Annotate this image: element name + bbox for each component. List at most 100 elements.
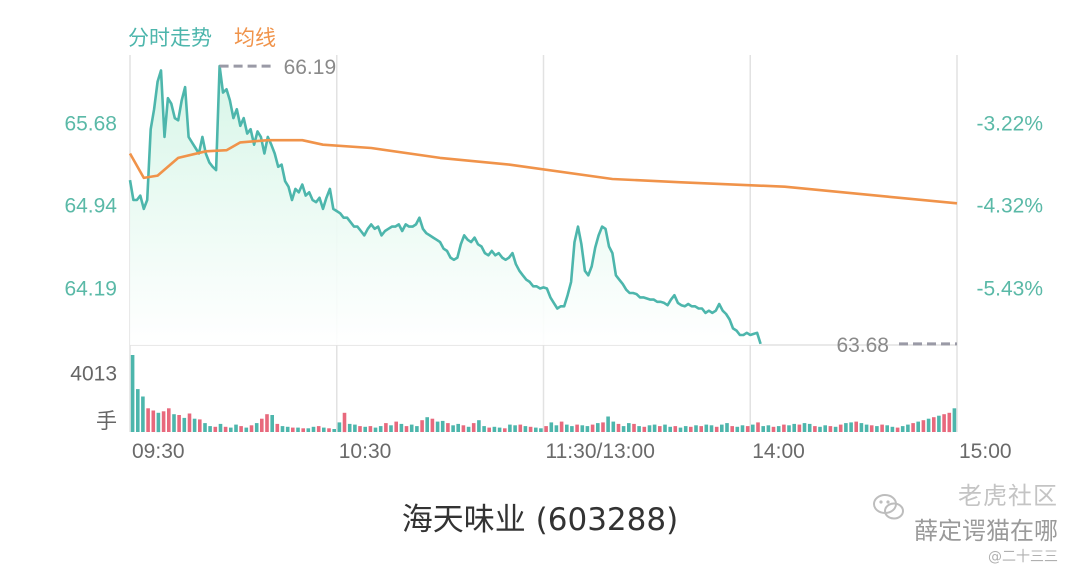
volume-bar (766, 425, 771, 432)
volume-bar (890, 426, 895, 432)
volume-bar (828, 426, 833, 432)
volume-bar (311, 426, 316, 432)
volume-bar (782, 424, 786, 432)
volume-bar (156, 412, 161, 433)
volume-bar (875, 426, 879, 432)
volume-bar (906, 424, 910, 432)
volume-bar (141, 396, 145, 432)
volume-bar (492, 426, 497, 432)
volume-bar (559, 421, 564, 432)
volume-bar (208, 426, 212, 432)
volume-bar (911, 423, 915, 432)
volume-bar (864, 424, 869, 432)
max-price-label: 66.19 (284, 56, 337, 79)
volume-bar (254, 423, 259, 432)
volume-bar (947, 412, 952, 433)
volume-bar (823, 425, 827, 432)
volume-bar (720, 424, 724, 432)
volume-bar (596, 423, 600, 432)
volume-bar (745, 426, 750, 432)
volume-bar (503, 428, 507, 432)
volume-bar (337, 422, 342, 432)
volume-bar (895, 427, 900, 432)
volume-bar (921, 420, 926, 432)
volume-bar (585, 426, 590, 432)
volume-bar (513, 425, 517, 432)
volume-bar (647, 425, 652, 432)
volume-bar (146, 408, 150, 432)
volume-bar (409, 424, 414, 432)
volume-bar (430, 418, 435, 432)
volume-bar (668, 426, 672, 432)
volume-bar (689, 426, 693, 432)
volume-bar (471, 423, 476, 432)
volume-bar (575, 424, 579, 432)
volume-bar (714, 426, 719, 432)
volume-bar (735, 426, 740, 432)
volume-bar (218, 423, 223, 432)
y-tick-left-2: 64.19 (64, 277, 117, 300)
volume-bar (776, 426, 781, 432)
volume-bar (637, 426, 641, 432)
volume-bars (130, 355, 957, 433)
volume-bar (844, 423, 848, 432)
volume-bar (332, 429, 336, 432)
price-area (130, 66, 761, 345)
volume-bar (880, 424, 884, 432)
volume-bar (373, 427, 378, 432)
volume-bar (342, 412, 347, 433)
volume-bar (534, 427, 538, 432)
volume-bar (177, 415, 181, 432)
volume-bar (528, 426, 533, 432)
volume-bar (213, 426, 218, 432)
wechat-icon (873, 494, 904, 520)
volume-bar (466, 426, 471, 432)
volume-bar (399, 423, 404, 432)
volume-bar (694, 425, 698, 432)
x-tick-0: 09:30 (132, 440, 185, 463)
chart-legend: 分时走势 均线 (128, 22, 276, 52)
volume-bar (192, 418, 197, 432)
volume-bar (937, 415, 941, 432)
volume-bar (172, 414, 176, 432)
y-tick-left-1: 64.94 (64, 194, 117, 217)
volume-bar (249, 425, 254, 432)
y-tick-right-1: -4.32% (976, 194, 1043, 217)
volume-bar (833, 426, 838, 432)
volume-bar (818, 426, 822, 432)
watermark: 老虎社区 薛定谔猫在哪 @二十三三 (873, 476, 1058, 566)
volume-bar (482, 426, 486, 432)
volume-bar (244, 427, 249, 432)
x-tick-4: 15:00 (959, 440, 1012, 463)
volume-bar (673, 426, 678, 432)
volume-bar (136, 389, 140, 432)
volume-bar (363, 426, 367, 432)
volume-bar (518, 424, 523, 432)
average-line (128, 138, 958, 205)
price-area-fill (130, 66, 761, 345)
volume-bar (378, 426, 383, 432)
volume-bar (761, 426, 765, 432)
volume-bar (900, 426, 905, 432)
volume-bar (523, 426, 528, 432)
volume-bar (461, 425, 466, 432)
volume-bar (198, 419, 202, 432)
volume-bar (420, 420, 424, 432)
volume-bar (663, 424, 667, 432)
volume-bar (316, 426, 321, 432)
volume-bar (616, 423, 621, 432)
volume-bar (709, 425, 714, 432)
volume-bar (239, 426, 243, 432)
volume-bar (771, 426, 776, 432)
volume-bar (497, 427, 502, 432)
axis-labels: 65.68 64.94 64.19 -3.22% -4.32% -5.43% 4013 手 09… (64, 113, 1043, 463)
volume-bar (854, 421, 858, 432)
volume-bar (384, 423, 388, 432)
volume-bar (223, 426, 228, 432)
volume-bar (787, 425, 791, 432)
watermark-handle: @二十三三 (988, 549, 1058, 565)
volume-bar (404, 426, 409, 432)
volume-bar (234, 424, 238, 432)
volume-bar (952, 408, 957, 432)
volume-bar (389, 425, 393, 432)
